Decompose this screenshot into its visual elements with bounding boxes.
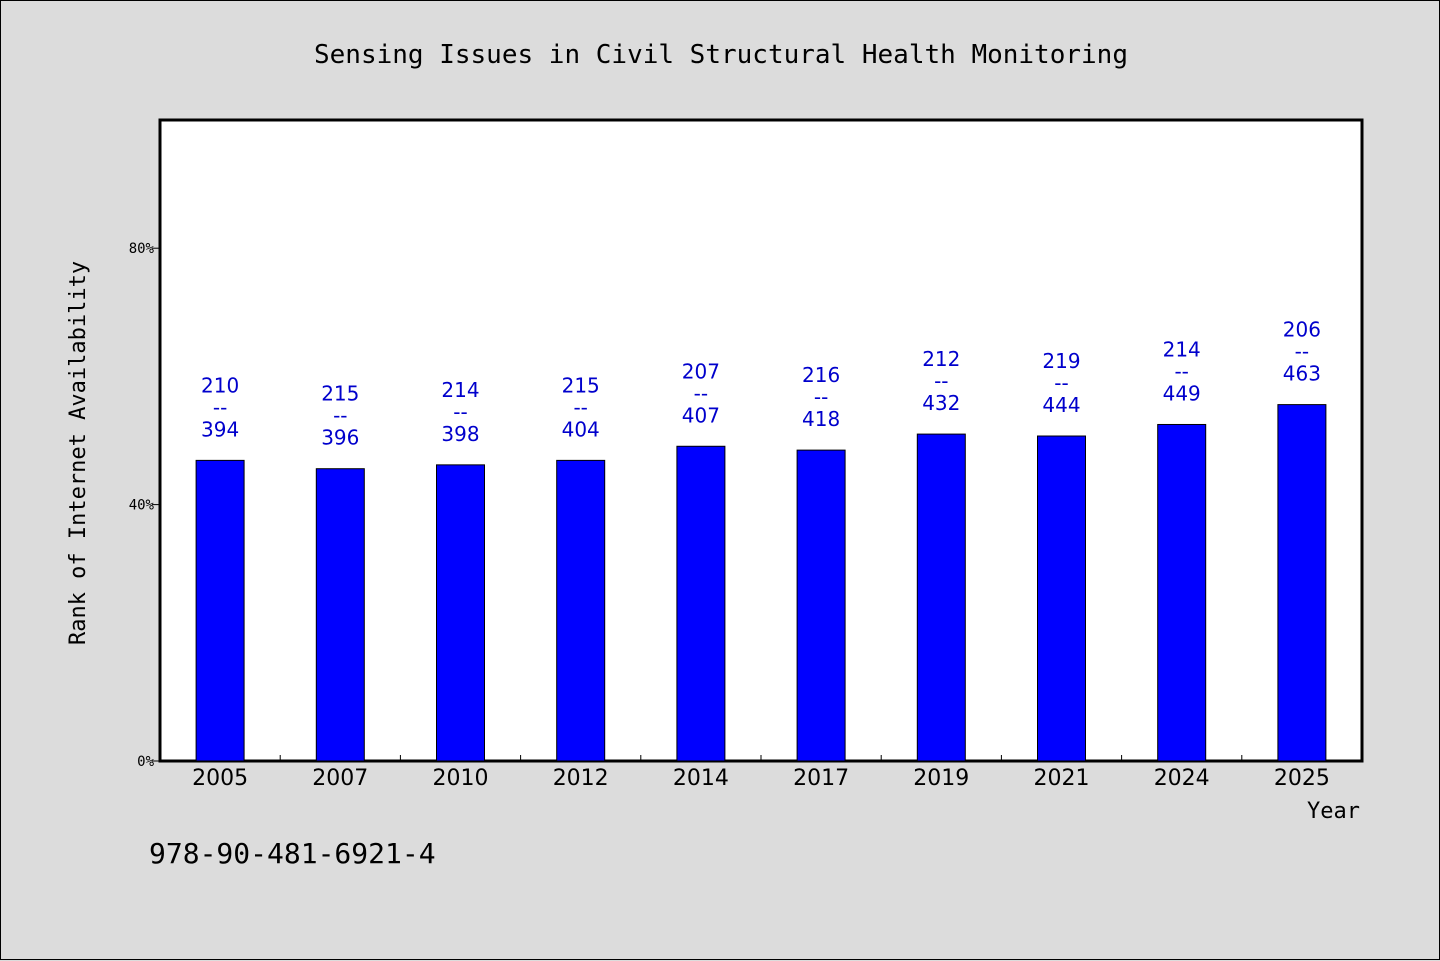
data-label-separator: --: [453, 400, 467, 424]
data-label-bottom: 418: [802, 407, 840, 431]
data-label-top: 219: [1042, 349, 1080, 373]
x-tick-label: 2017: [793, 766, 849, 791]
data-label-separator: --: [814, 385, 828, 409]
data-label-bottom: 444: [1042, 393, 1080, 417]
y-tick-label: 40%: [129, 498, 155, 514]
bar: [195, 459, 245, 762]
data-label-top: 216: [802, 363, 840, 387]
y-axis-label: Rank of Internet Availability: [66, 261, 91, 645]
bars-group: [195, 404, 1327, 762]
x-tick-label: 2024: [1154, 766, 1210, 791]
data-label-bottom: 463: [1283, 362, 1321, 386]
data-label-top: 212: [922, 347, 960, 371]
x-axis-label: Year: [1307, 799, 1360, 824]
x-tick-label: 2019: [913, 766, 969, 791]
data-label-top: 215: [321, 382, 359, 406]
x-tick-label: 2005: [192, 766, 248, 791]
data-label-bottom: 432: [922, 391, 960, 415]
data-label-bottom: 404: [562, 417, 600, 441]
y-axis-ticks: 0% 40% 80%: [129, 241, 160, 770]
x-tick-label: 2012: [553, 766, 609, 791]
isbn-text: 978-90-481-6921-4: [149, 837, 436, 870]
data-label-separator: --: [1054, 371, 1068, 395]
bar: [1037, 435, 1086, 762]
data-label-top: 215: [562, 373, 600, 397]
data-label-separator: --: [694, 381, 708, 405]
data-label-separator: --: [1174, 359, 1188, 383]
data-label-separator: --: [213, 395, 227, 419]
bar: [315, 468, 365, 762]
data-label-top: 214: [441, 378, 479, 402]
data-labels-group: 210--394215--396214--398215--404207--407…: [201, 318, 1321, 450]
data-label-bottom: 398: [441, 422, 479, 446]
data-label-top: 214: [1163, 337, 1201, 361]
bar: [916, 433, 966, 762]
data-label-bottom: 449: [1163, 381, 1201, 405]
y-tick-label: 0%: [137, 754, 154, 770]
bar: [796, 449, 846, 762]
data-label-separator: --: [333, 404, 347, 428]
x-tick-label: 2025: [1274, 766, 1330, 791]
data-label-top: 207: [682, 359, 720, 383]
data-label-separator: --: [1295, 340, 1309, 364]
bar: [1157, 423, 1207, 762]
bar: [436, 464, 485, 762]
data-label-bottom: 407: [682, 403, 720, 427]
bar: [556, 459, 606, 762]
y-tick-label: 80%: [129, 241, 155, 257]
data-label-top: 206: [1283, 318, 1321, 342]
data-label-separator: --: [573, 395, 587, 419]
data-label-separator: --: [934, 369, 948, 393]
bar: [676, 445, 726, 762]
data-label-bottom: 396: [321, 426, 359, 450]
x-tick-label: 2021: [1034, 766, 1090, 791]
x-tick-label: 2010: [433, 766, 489, 791]
chart-title: Sensing Issues in Civil Structural Healt…: [314, 40, 1128, 70]
x-tick-label: 2014: [673, 766, 729, 791]
bar: [1277, 404, 1327, 762]
data-label-top: 210: [201, 373, 239, 397]
data-label-bottom: 394: [201, 417, 239, 441]
x-tick-label: 2007: [312, 766, 368, 791]
x-axis-ticks: 2005 2007 2010 2012 2014 2017 2019 2021 2024 2025: [192, 755, 1330, 791]
